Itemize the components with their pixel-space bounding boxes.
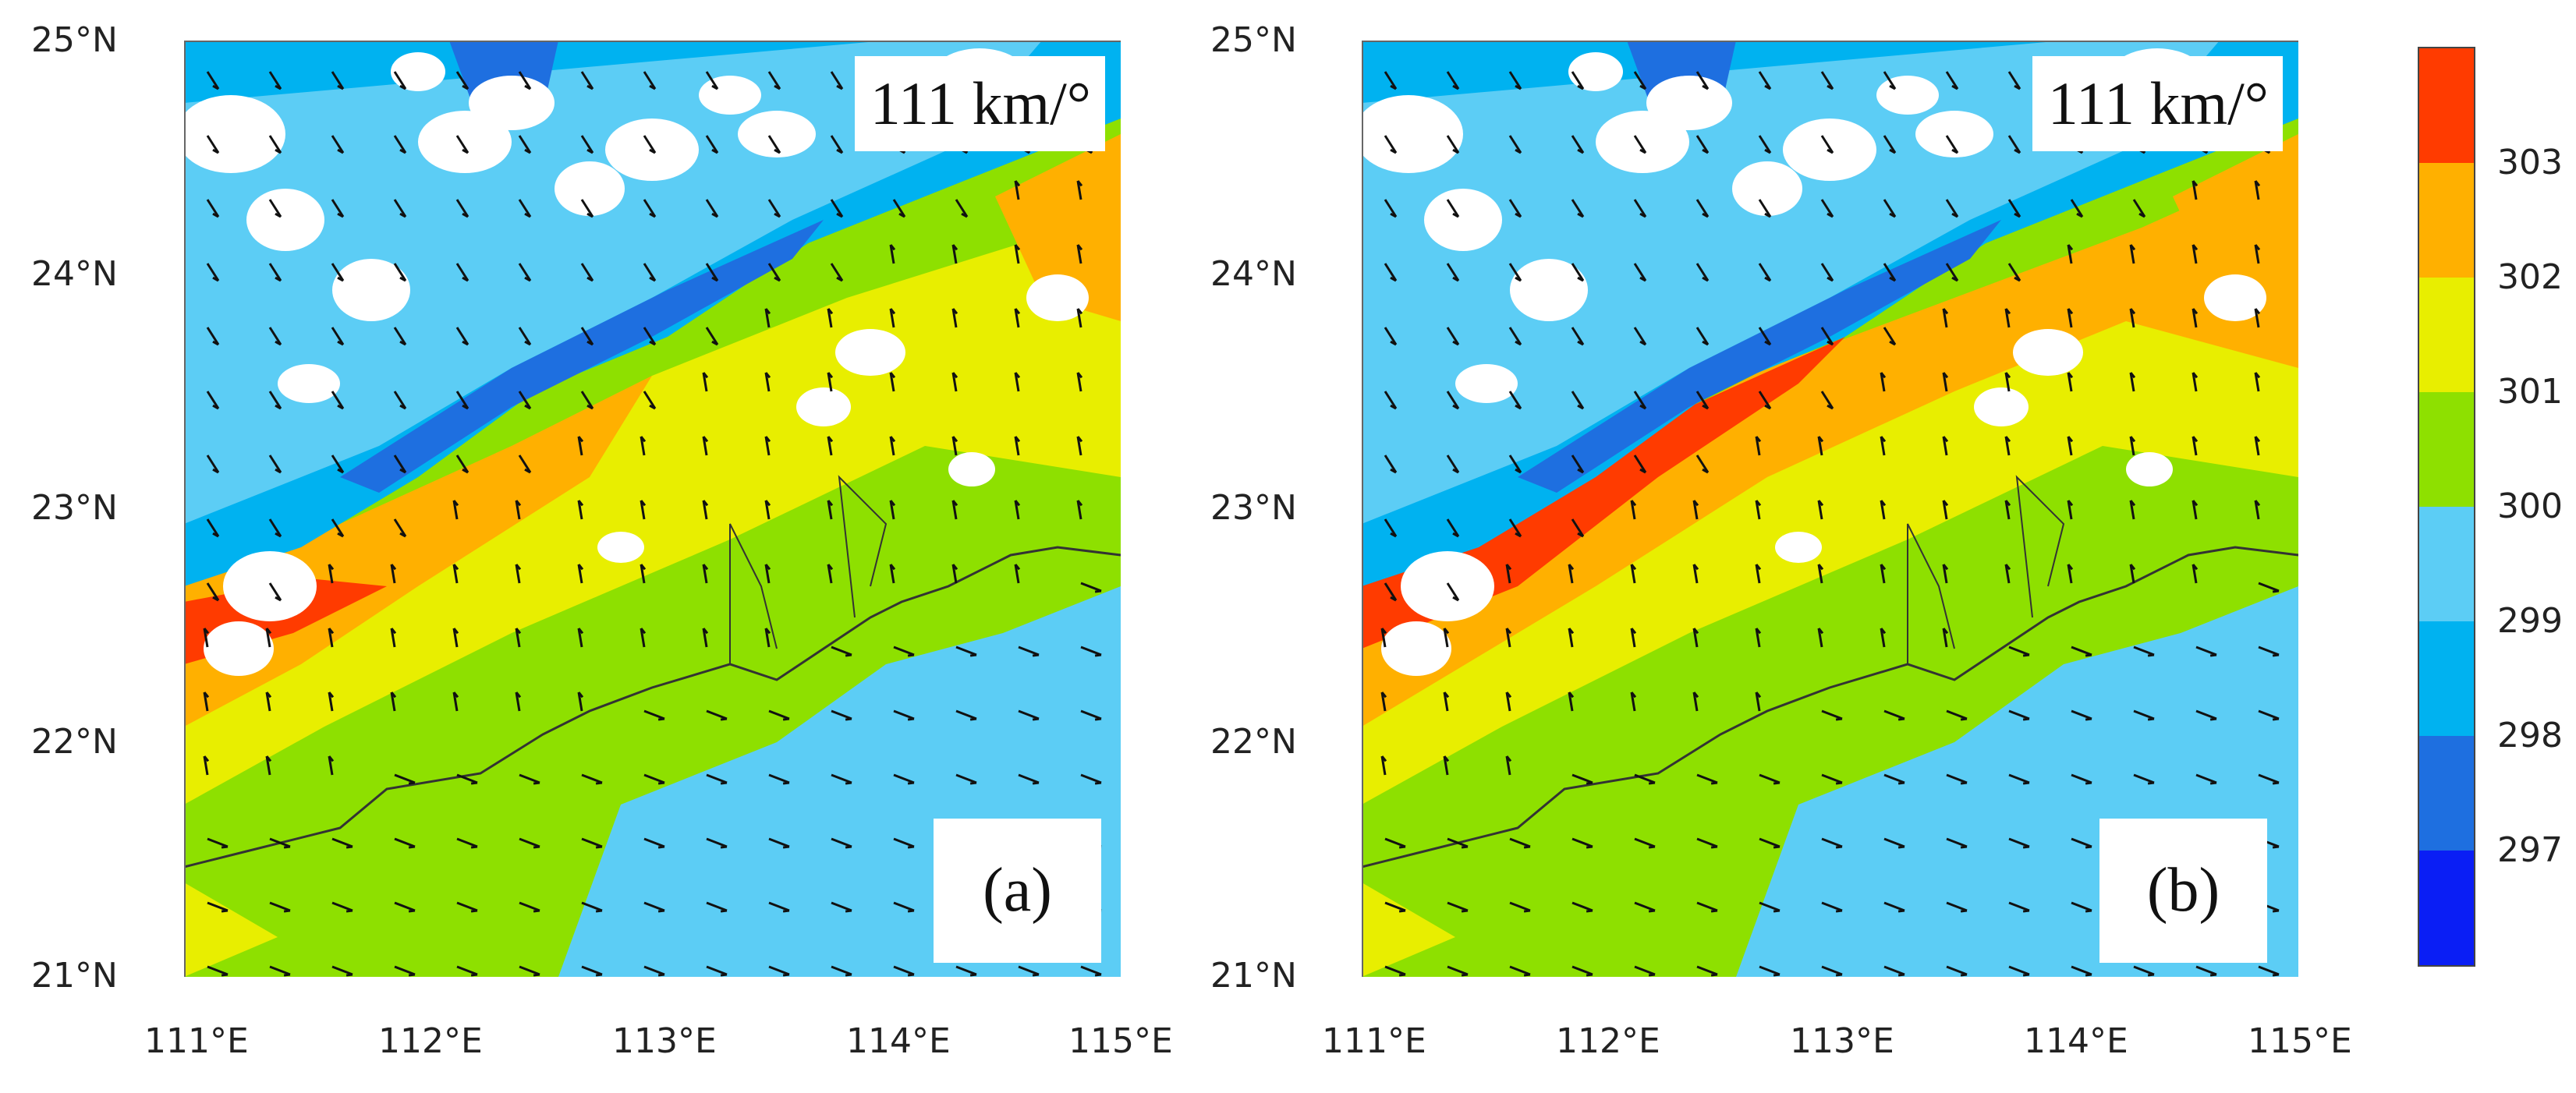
lat-label: 21°N xyxy=(31,956,118,996)
colorbar-segment xyxy=(2419,851,2474,965)
colorbar-label: 301 xyxy=(2497,372,2563,412)
colorbar-label: 303 xyxy=(2497,143,2563,182)
lon-label: 114°E xyxy=(2024,1021,2128,1061)
lat-label: 21°N xyxy=(1210,956,1297,996)
lat-label: 22°N xyxy=(31,722,118,762)
lon-label: 111°E xyxy=(144,1021,249,1061)
panel-label: (b) xyxy=(2099,819,2267,963)
scale-text: 111 km/° xyxy=(2032,56,2283,151)
lon-label: 111°E xyxy=(1322,1021,1426,1061)
lon-label: 113°E xyxy=(1790,1021,1894,1061)
colorbar-label: 297 xyxy=(2497,830,2563,870)
colorbar-label: 298 xyxy=(2497,716,2563,755)
lon-label: 112°E xyxy=(1556,1021,1660,1061)
colorbar-label: 300 xyxy=(2497,486,2563,526)
lon-label: 115°E xyxy=(2248,1021,2352,1061)
colorbar xyxy=(2418,47,2475,967)
panel-label: (a) xyxy=(934,819,1101,963)
colorbar-segment xyxy=(2419,621,2474,736)
lon-label: 114°E xyxy=(846,1021,951,1061)
lat-label: 24°N xyxy=(31,254,118,294)
lon-label: 112°E xyxy=(378,1021,483,1061)
colorbar-segment xyxy=(2419,736,2474,851)
temperature-field-a xyxy=(184,41,1121,977)
lat-label: 25°N xyxy=(31,20,118,60)
lat-label: 24°N xyxy=(1210,254,1297,294)
lat-label: 25°N xyxy=(1210,20,1297,60)
colorbar-segment xyxy=(2419,507,2474,621)
scale-text: 111 km/° xyxy=(854,56,1105,151)
colorbar-label: 302 xyxy=(2497,257,2563,297)
lon-label: 115°E xyxy=(1068,1021,1173,1061)
lat-label: 23°N xyxy=(1210,488,1297,528)
map-panel-a: 111 km/° (a) xyxy=(184,41,1121,977)
colorbar-label: 299 xyxy=(2497,601,2563,641)
colorbar-segment xyxy=(2419,48,2474,163)
lat-label: 23°N xyxy=(31,488,118,528)
colorbar-segment xyxy=(2419,163,2474,278)
lon-label: 113°E xyxy=(612,1021,717,1061)
lat-label: 22°N xyxy=(1210,722,1297,762)
map-panel-b: 111 km/° (b) xyxy=(1362,41,2298,977)
colorbar-segment xyxy=(2419,392,2474,507)
colorbar-segment xyxy=(2419,278,2474,392)
